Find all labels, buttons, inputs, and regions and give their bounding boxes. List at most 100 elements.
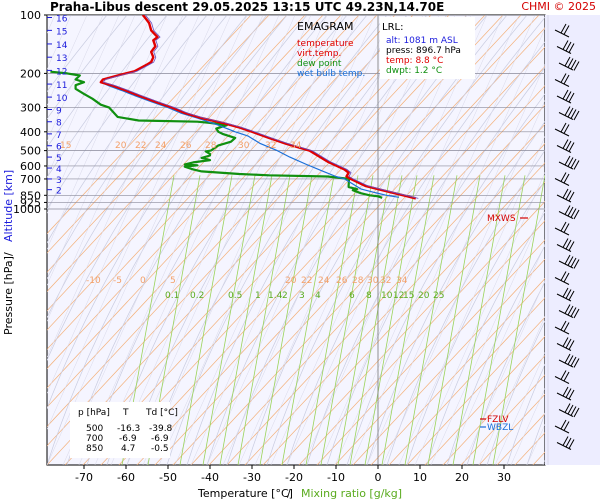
moist-adiabat bbox=[47, 15, 148, 149]
wind-barb-flag bbox=[562, 139, 569, 149]
wind-barb-staff bbox=[556, 46, 572, 54]
wind-barb-flag bbox=[570, 109, 577, 119]
wind-barb-staff bbox=[558, 359, 574, 368]
series-wet-bulb-temp-line bbox=[100, 81, 400, 198]
dry-adiabat bbox=[47, 15, 360, 350]
isotherm-line bbox=[302, 15, 504, 465]
mixing-ratio-line bbox=[349, 175, 403, 465]
wind-barb-flag bbox=[570, 208, 577, 218]
wind-barb-flag bbox=[564, 155, 571, 166]
isotherm-line bbox=[47, 15, 232, 430]
dry-adiabat bbox=[460, 374, 545, 465]
wind-barb-flag bbox=[564, 56, 571, 67]
dry-adiabat-label: 20 bbox=[285, 276, 297, 286]
altitude-tick-label: 6 bbox=[56, 143, 62, 153]
mixing-ratio-line bbox=[281, 175, 335, 465]
isotherm-line bbox=[270, 15, 472, 465]
mixing-ratio-label: 2 bbox=[282, 291, 288, 301]
dry-adiabat-label: -10 bbox=[86, 276, 101, 286]
mixing-ratio-line bbox=[305, 175, 359, 465]
altitude-tick-label: 5 bbox=[56, 154, 62, 164]
wind-barb-flag bbox=[567, 404, 574, 415]
moist-adiabat bbox=[426, 211, 545, 465]
wind-barb-staff bbox=[554, 277, 570, 285]
wind-barb-flag bbox=[568, 340, 575, 350]
moist-adiabat bbox=[47, 15, 108, 93]
dry-adiabat bbox=[226, 123, 545, 465]
dry-adiabat bbox=[118, 15, 540, 465]
wind-barb-flag bbox=[562, 287, 569, 298]
x-tick-label: -60 bbox=[117, 471, 135, 484]
fzlv-label: FZLV bbox=[487, 415, 509, 425]
wind-barb-staff bbox=[554, 29, 570, 38]
wind-barb-flag bbox=[564, 403, 571, 413]
altitude-tick-label: 13 bbox=[56, 54, 67, 64]
x-tick-label: -20 bbox=[285, 471, 303, 484]
wind-barb-staff bbox=[554, 178, 570, 186]
dry-adiabat bbox=[172, 65, 545, 465]
table-cell-t: -16.3 bbox=[117, 424, 140, 434]
altitude-tick-label: 2 bbox=[56, 187, 62, 197]
wind-barb-staff bbox=[558, 260, 574, 269]
y-axis-label-separator: / bbox=[2, 252, 15, 256]
series-layer bbox=[50, 15, 419, 200]
wind-barb-staff bbox=[558, 161, 574, 170]
table-cell-p: 700 bbox=[86, 434, 103, 444]
dry-adiabat bbox=[47, 15, 378, 370]
moist-adiabat bbox=[47, 15, 268, 361]
wind-barb-flag bbox=[568, 191, 575, 202]
moist-adiabat bbox=[446, 245, 545, 465]
wind-barb-flag bbox=[564, 205, 571, 215]
wind-panel bbox=[545, 15, 600, 465]
moist-adiabat bbox=[506, 363, 545, 465]
dry-adiabat bbox=[100, 15, 522, 465]
wind-barb-staff bbox=[554, 425, 570, 434]
wind-barb-staff bbox=[554, 227, 570, 236]
dry-adiabat-label: 32 bbox=[265, 141, 276, 151]
wind-barb-staff bbox=[556, 442, 572, 450]
wind-barb-staff bbox=[554, 376, 570, 384]
isotherm-line bbox=[462, 279, 545, 465]
mixing-ratio-line bbox=[202, 175, 256, 465]
moist-adiabat bbox=[266, 15, 528, 465]
wind-barb-flag bbox=[563, 371, 570, 382]
wind-barb-flag bbox=[565, 41, 572, 52]
wind-barb-flag bbox=[565, 190, 572, 200]
altitude-tick-label: 9 bbox=[56, 107, 62, 117]
y-tick-label: 400 bbox=[20, 126, 41, 139]
lrl-pressure: press: 896.7 hPa bbox=[386, 46, 461, 56]
wind-barb-flag bbox=[568, 389, 575, 400]
isotherm-line bbox=[47, 15, 88, 106]
moist-adiabat bbox=[47, 15, 168, 179]
dry-adiabat bbox=[136, 27, 545, 465]
dry-adiabat-label: 30 bbox=[367, 276, 379, 286]
y-tick-label: 925 bbox=[20, 196, 41, 209]
isotherm-line bbox=[47, 15, 120, 178]
table-cell-p: 500 bbox=[86, 424, 103, 434]
dry-adiabat bbox=[47, 15, 396, 389]
isotherm-line bbox=[190, 15, 392, 465]
dry-adiabat bbox=[244, 143, 545, 465]
isotherm-line bbox=[334, 15, 536, 465]
isotherm-line bbox=[478, 315, 545, 465]
table-cell-t: 4.7 bbox=[121, 444, 135, 454]
wind-barb-flag bbox=[568, 43, 575, 53]
wind-barb-flag bbox=[573, 407, 580, 418]
wind-barb-flag bbox=[568, 290, 575, 301]
chart-title: Praha-Libus descent 29.05.2025 13:15 UTC… bbox=[50, 0, 444, 14]
mixing-ratio-line bbox=[492, 175, 545, 465]
wind-barb-flag bbox=[562, 436, 569, 446]
wind-barb-flag bbox=[562, 386, 569, 397]
x-tick-label: -70 bbox=[75, 471, 93, 484]
dry-adiabat bbox=[190, 85, 545, 465]
isotherm-line bbox=[126, 15, 328, 465]
wind-barb-flag bbox=[563, 272, 570, 283]
dry-adiabat-label: 34 bbox=[290, 141, 302, 151]
mixing-ratio-line bbox=[179, 175, 233, 465]
dry-adiabat-label: 22 bbox=[301, 276, 312, 286]
isotherm-line bbox=[47, 15, 248, 465]
dry-adiabat-label: 26 bbox=[336, 276, 348, 286]
mixing-ratio-line bbox=[337, 175, 391, 465]
wind-barb-flag bbox=[570, 257, 577, 268]
table-header-p: p [hPa] bbox=[78, 408, 110, 418]
